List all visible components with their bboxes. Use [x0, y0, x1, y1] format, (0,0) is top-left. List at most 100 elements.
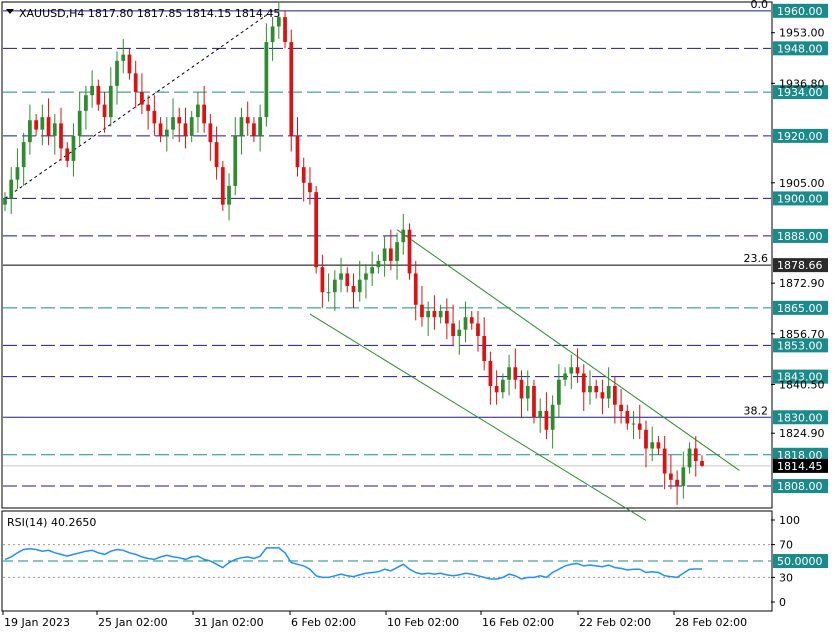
time-axis: 19 Jan 2023 25 Jan 02:00 31 Jan 02:00 6 Feb… — [2, 611, 747, 629]
time-tick-label: 10 Feb 02:00 — [387, 616, 459, 629]
fib-level-label: 23.6 — [744, 252, 769, 265]
candle-body — [77, 110, 82, 136]
time-tick-label: 25 Jan 02:00 — [98, 616, 168, 629]
price-tick-label: 1872.90 — [779, 277, 825, 290]
level-tag-label: 1934.00 — [777, 86, 823, 99]
candle-body — [177, 117, 182, 124]
level-tag — [773, 300, 828, 315]
candle-body — [301, 167, 306, 183]
price-tick-label: 1856.70 — [779, 328, 825, 341]
candle-body — [662, 448, 667, 474]
candle-body — [214, 142, 219, 168]
candle-body — [588, 386, 592, 393]
candle-body — [357, 279, 362, 293]
candle-body — [264, 42, 269, 118]
rsi-pane-frame — [1, 510, 773, 612]
candle-body — [500, 379, 505, 393]
level-tag-label: 1900.00 — [777, 192, 823, 205]
rsi-line — [4, 547, 702, 580]
level-tag-label: 1878.66 — [777, 259, 823, 272]
candle-body — [650, 442, 655, 449]
level-tag-label: 1960.00 — [777, 5, 823, 18]
candle-body — [644, 429, 648, 449]
candle-body — [245, 117, 250, 124]
candle-body — [575, 367, 580, 374]
collapse-arrow-icon[interactable] — [6, 9, 14, 14]
candle-body — [538, 411, 543, 418]
candle-body — [233, 135, 238, 186]
current-price-tag — [773, 458, 828, 473]
candle-body — [563, 373, 567, 380]
level-tag — [773, 369, 828, 384]
candle-body — [669, 473, 673, 480]
level-tag — [773, 228, 828, 243]
candle-body — [140, 92, 144, 105]
candle-body — [675, 479, 679, 487]
price-tick-label: 1824.90 — [779, 427, 825, 440]
candle-body — [550, 404, 555, 430]
candle-body — [451, 323, 455, 336]
candle-body — [320, 267, 325, 293]
candle-body — [519, 379, 524, 399]
level-tag — [773, 258, 828, 273]
candle-body — [65, 148, 70, 161]
candle-body — [613, 386, 617, 405]
candle-body — [164, 129, 169, 136]
candle-body — [308, 182, 312, 193]
channel-lower-line[interactable] — [309, 313, 647, 521]
level-tag-label: 1865.00 — [777, 302, 823, 315]
candle-body — [40, 117, 45, 130]
candle-body — [631, 423, 636, 425]
candle-body — [295, 135, 300, 168]
candle-body — [314, 192, 319, 268]
price-tick-label: 1936.80 — [779, 77, 825, 90]
candle-body — [488, 360, 493, 387]
candle-body — [90, 85, 94, 96]
candle-body — [158, 123, 163, 136]
level-tag-label: 1830.00 — [777, 411, 823, 424]
candle-body — [432, 310, 437, 318]
candle-body — [351, 285, 356, 293]
candle-body — [581, 373, 586, 393]
level-tag-label: 1818.00 — [777, 449, 823, 462]
level-tag-label: 1853.00 — [777, 339, 823, 352]
time-tick-label: 22 Feb 02:00 — [579, 616, 651, 629]
candle-body — [382, 248, 387, 261]
candle-body — [388, 248, 393, 261]
candle-body — [401, 229, 406, 243]
candle-body — [376, 260, 381, 268]
time-tick-label: 28 Feb 02:00 — [675, 616, 747, 629]
candle-body — [600, 392, 605, 399]
channel-upper-line[interactable] — [396, 229, 740, 471]
candle-body — [407, 229, 412, 274]
level-tag — [773, 3, 828, 18]
candle-body — [476, 323, 480, 336]
trend-line[interactable] — [4, 10, 273, 199]
candle-body — [513, 367, 518, 380]
candle-body — [438, 310, 443, 318]
level-tag — [773, 128, 828, 143]
candle-body — [258, 117, 263, 136]
fib-level-label: 38.2 — [744, 404, 769, 417]
candle-body — [656, 442, 661, 449]
price-tick-label: 1840.50 — [779, 378, 825, 391]
candle-body — [326, 292, 331, 294]
candle-body — [127, 54, 132, 74]
candle-body — [332, 279, 337, 293]
candle-body — [121, 54, 126, 61]
price-axis: 1960.00 1948.00 1934.00 1920.00 1900.00 1888.… — [744, 0, 828, 609]
candle-body — [544, 411, 549, 430]
level-lines — [3, 10, 771, 487]
candle-body — [183, 123, 188, 136]
candle-body — [525, 386, 530, 399]
candle-body — [96, 85, 101, 105]
level-tag-label: 1920.00 — [777, 130, 823, 143]
current-price-label: 1814.45 — [777, 460, 823, 473]
candle-body — [606, 386, 611, 399]
candle-body — [444, 310, 449, 324]
time-tick-label: 31 Jan 02:00 — [194, 616, 264, 629]
candle-body — [108, 85, 113, 118]
price-tick-label: 1905.00 — [779, 177, 825, 190]
candle-body — [189, 117, 194, 136]
